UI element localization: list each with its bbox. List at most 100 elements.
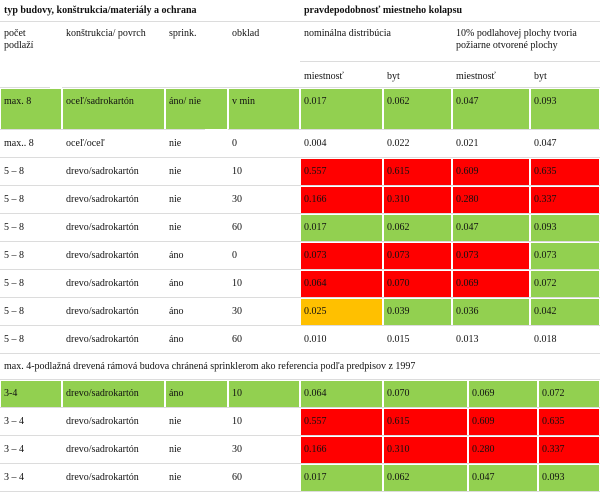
- cell-fill: [531, 243, 599, 269]
- table-cell: 0.062: [383, 214, 452, 242]
- table-cell: 30: [228, 186, 300, 214]
- cell-fill: [384, 381, 467, 407]
- table-cell: 0.073: [452, 242, 530, 270]
- table-cell: 5 – 8: [0, 326, 62, 354]
- table-cell: 0: [228, 130, 300, 158]
- cell-fill: [384, 409, 467, 435]
- cell-fill: [453, 89, 529, 129]
- cell-fill: [301, 381, 382, 407]
- table-cell: 0.047: [530, 130, 600, 158]
- cell-fill: [301, 215, 382, 241]
- cell-fill: [229, 89, 299, 129]
- column-header: konštrukcia/ povrch: [62, 22, 165, 88]
- table-cell: 0.047: [452, 214, 530, 242]
- table-cell: nie: [165, 158, 228, 186]
- table-cell: áno: [165, 270, 228, 298]
- table-cell: drevo/sadrokartón: [62, 326, 165, 354]
- cell-fill: [453, 271, 529, 297]
- cell-fill: [301, 89, 382, 129]
- table-cell: drevo/sadrokartón: [62, 464, 165, 492]
- table-cell: 3 – 4: [0, 464, 62, 492]
- table-cell: 0: [228, 242, 300, 270]
- cell-fill: [531, 299, 599, 325]
- table-cell: 60: [228, 326, 300, 354]
- sub-header: miestnosť: [300, 62, 383, 88]
- column-header: obklad: [228, 22, 300, 88]
- table-cell: 5 – 8: [0, 158, 62, 186]
- table-cell: 0.093: [538, 464, 600, 492]
- cell-fill: [469, 381, 537, 407]
- table-cell: 0.013: [452, 326, 530, 354]
- table-cell: drevo/sadrokartón: [62, 408, 165, 436]
- cell-fill: [384, 271, 451, 297]
- table-cell: 5 – 8: [0, 214, 62, 242]
- table-cell: 0.557: [300, 158, 383, 186]
- cell-fill: [301, 159, 382, 185]
- cell-fill: [1, 89, 61, 129]
- table-cell: 5 – 8: [0, 242, 62, 270]
- table-cell: 0.069: [452, 270, 530, 298]
- table-cell: 0.022: [383, 130, 452, 158]
- note: max. 4-podlažná drevená rámová budova ch…: [0, 354, 600, 380]
- table-cell: 0.070: [383, 380, 468, 408]
- table-cell: drevo/sadrokartón: [62, 186, 165, 214]
- table-cell: 0.166: [300, 186, 383, 214]
- table-cell: áno: [165, 326, 228, 354]
- table-cell: 60: [228, 214, 300, 242]
- table-cell: áno: [165, 298, 228, 326]
- table-cell: 0.615: [383, 158, 452, 186]
- table-cell: v min: [228, 88, 300, 130]
- cell-fill: [384, 89, 451, 129]
- table-cell: nie: [165, 186, 228, 214]
- table-cell: 0.017: [300, 464, 383, 492]
- table-cell: 0.047: [468, 464, 538, 492]
- column-header: počet podlaží: [0, 22, 50, 88]
- table-cell: 0.070: [383, 270, 452, 298]
- table-cell: 0.021: [452, 130, 530, 158]
- table-cell: 3 – 4: [0, 408, 62, 436]
- cell-fill: [539, 437, 599, 463]
- cell-fill: [166, 89, 227, 129]
- table-cell: max. 8: [0, 88, 62, 130]
- cell-fill: [531, 215, 599, 241]
- cell-fill: [1, 381, 61, 407]
- table-cell: nie: [165, 436, 228, 464]
- table-cell: 0.166: [300, 436, 383, 464]
- table-cell: 0.062: [383, 88, 452, 130]
- table-cell: 3 – 4: [0, 436, 62, 464]
- table-cell: 0.025: [300, 298, 383, 326]
- table-cell: drevo/sadrokartón: [62, 242, 165, 270]
- table-cell: 10: [228, 270, 300, 298]
- table-cell: drevo/sadrokartón: [62, 380, 165, 408]
- cell-fill: [384, 465, 467, 491]
- table-cell: 0.072: [538, 380, 600, 408]
- table-cell: 0.280: [468, 436, 538, 464]
- cell-fill: [229, 381, 299, 407]
- cell-fill: [384, 243, 451, 269]
- table-cell: 0.017: [300, 214, 383, 242]
- cell-fill: [301, 271, 382, 297]
- column-group: 10% podlahovej plochy tvoria požiarne ot…: [452, 22, 600, 62]
- cell-fill: [453, 215, 529, 241]
- table-cell: 10: [228, 380, 300, 408]
- cell-fill: [453, 187, 529, 213]
- cell-fill: [539, 381, 599, 407]
- cell-fill: [469, 465, 537, 491]
- table-cell: 0.073: [530, 242, 600, 270]
- table-cell: oceľ/sadrokartón: [62, 88, 165, 130]
- table-cell: drevo/sadrokartón: [62, 214, 165, 242]
- table-cell: drevo/sadrokartón: [62, 298, 165, 326]
- table-cell: 0.337: [538, 436, 600, 464]
- sub-header: miestnosť: [452, 62, 530, 88]
- cell-fill: [301, 243, 382, 269]
- table-cell: 0.039: [383, 298, 452, 326]
- table-cell: oceľ/oceľ: [62, 130, 165, 158]
- table-cell: 0.072: [530, 270, 600, 298]
- table-cell: 0.635: [530, 158, 600, 186]
- cell-fill: [301, 437, 382, 463]
- table-cell: 0.280: [452, 186, 530, 214]
- table-cell: 0.010: [300, 326, 383, 354]
- table-cell: 0.073: [383, 242, 452, 270]
- cell-fill: [63, 89, 164, 129]
- table-cell: 0.310: [383, 436, 468, 464]
